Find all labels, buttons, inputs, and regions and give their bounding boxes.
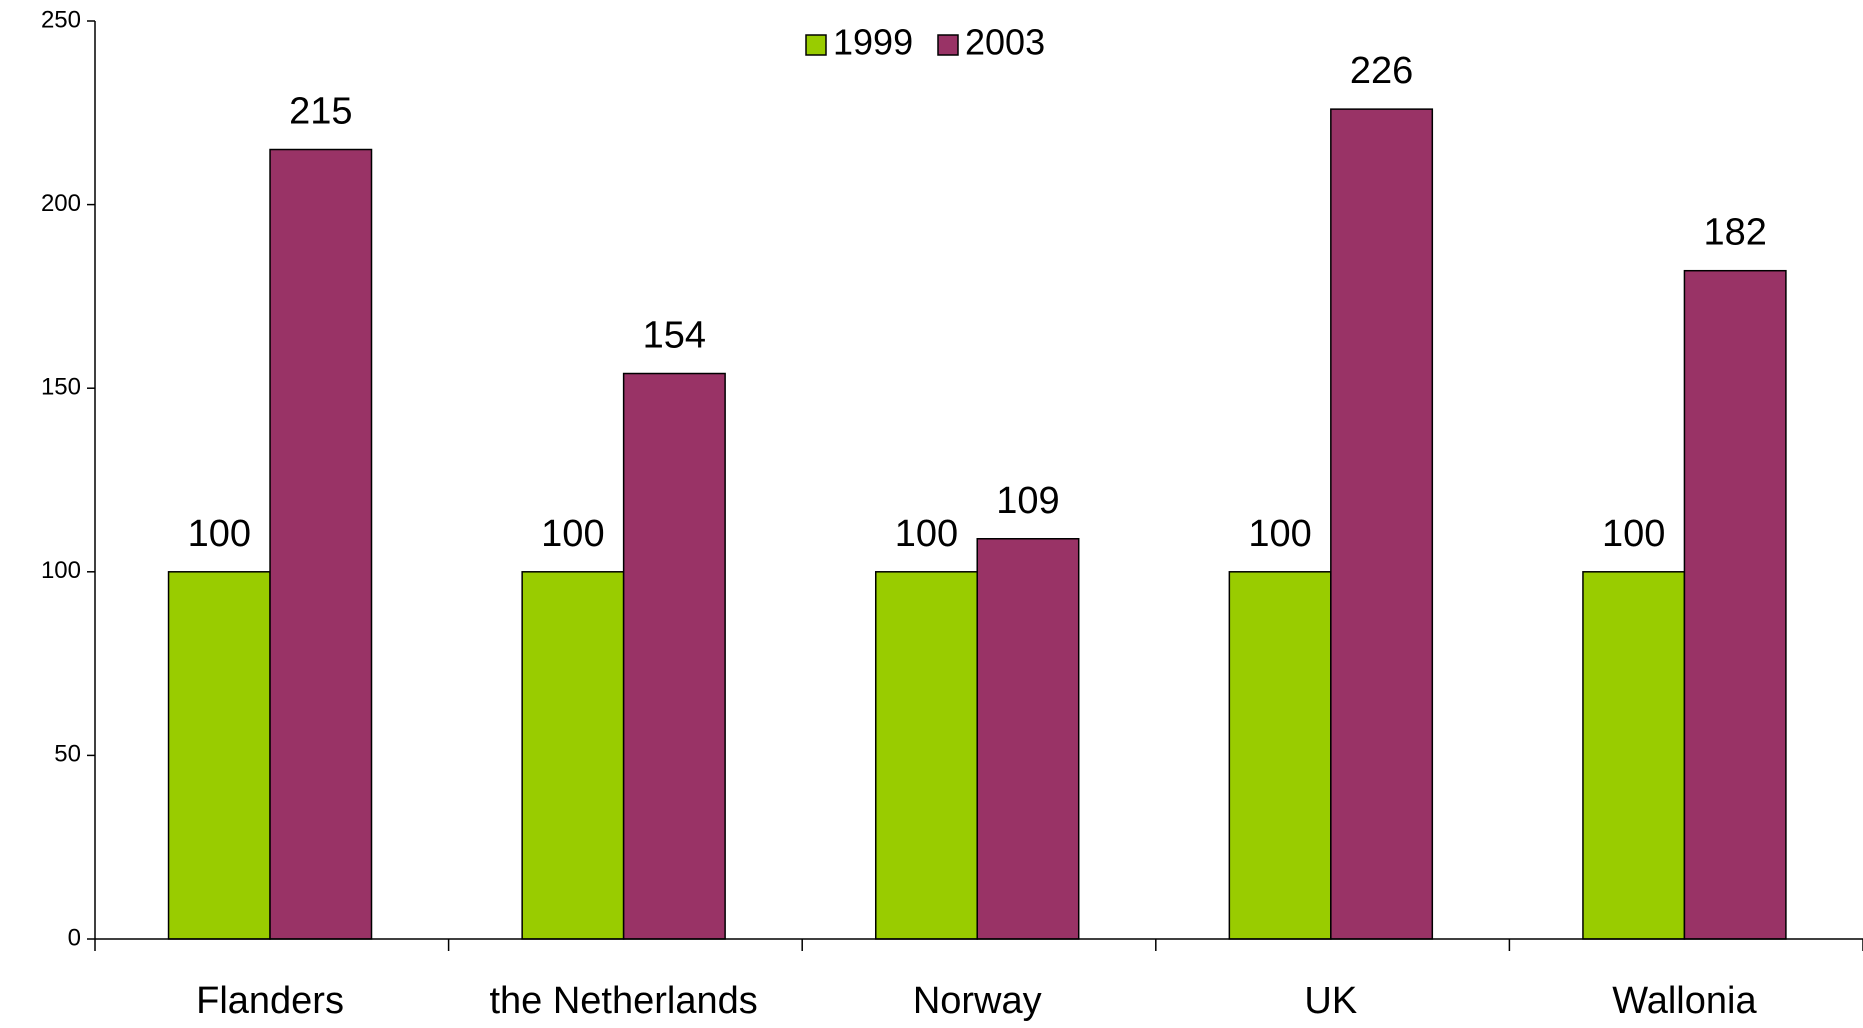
data-label: 182 [1703,212,1766,254]
bar [1683,269,1787,940]
x-tick-label: UK [1304,980,1357,1022]
bar [1582,571,1686,940]
bar [976,538,1080,940]
y-tick-label: 50 [54,741,81,768]
data-label: 100 [895,513,958,555]
y-tick-label: 200 [41,190,81,217]
bar [1228,571,1332,940]
bar [622,372,726,940]
bar [167,571,271,940]
legend-label: 2003 [965,22,1045,63]
y-tick-label: 100 [41,557,81,584]
y-tick-label: 0 [68,924,81,951]
x-tick-label: Flanders [196,980,344,1022]
bar [521,571,625,940]
y-tick-label: 150 [41,374,81,401]
data-label: 154 [643,315,706,357]
data-label: 100 [1248,513,1311,555]
data-label: 226 [1350,50,1413,92]
data-label: 100 [188,513,251,555]
x-tick-label: Wallonia [1612,980,1757,1022]
data-label: 100 [1602,513,1665,555]
data-label: 100 [541,513,604,555]
x-tick-label: Norway [913,980,1042,1022]
bar [874,571,978,940]
legend-swatch [805,34,827,56]
data-label: 215 [289,91,352,133]
y-tick-label: 250 [41,6,81,33]
legend-swatch [937,34,959,56]
bar [1330,108,1434,940]
bar [269,148,373,940]
legend-label: 1999 [833,22,913,63]
data-label: 109 [996,480,1059,522]
x-tick-label: the Netherlands [489,980,757,1022]
